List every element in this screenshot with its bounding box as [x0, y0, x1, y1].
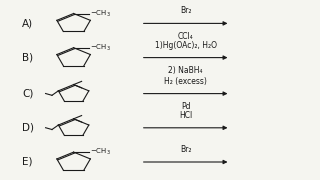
Text: A): A) [22, 18, 34, 28]
Text: 1)Hg(OAc)₂, H₂O: 1)Hg(OAc)₂, H₂O [155, 40, 217, 50]
Text: $-$CH$_3$: $-$CH$_3$ [90, 147, 111, 157]
Text: D): D) [22, 123, 35, 133]
Text: CCl₄: CCl₄ [178, 31, 194, 40]
Text: Br₂: Br₂ [180, 6, 191, 15]
Text: Pd: Pd [181, 102, 190, 111]
Text: Br₂: Br₂ [180, 145, 191, 154]
Text: $-$CH$_3$: $-$CH$_3$ [90, 43, 111, 53]
Text: 2) NaBH₄: 2) NaBH₄ [168, 66, 203, 75]
Text: C): C) [22, 89, 34, 99]
Text: $-$CH$_3$: $-$CH$_3$ [90, 8, 111, 19]
Text: E): E) [22, 157, 33, 167]
Text: B): B) [22, 53, 34, 63]
Text: HCl: HCl [179, 111, 192, 120]
Text: H₂ (excess): H₂ (excess) [164, 76, 207, 86]
